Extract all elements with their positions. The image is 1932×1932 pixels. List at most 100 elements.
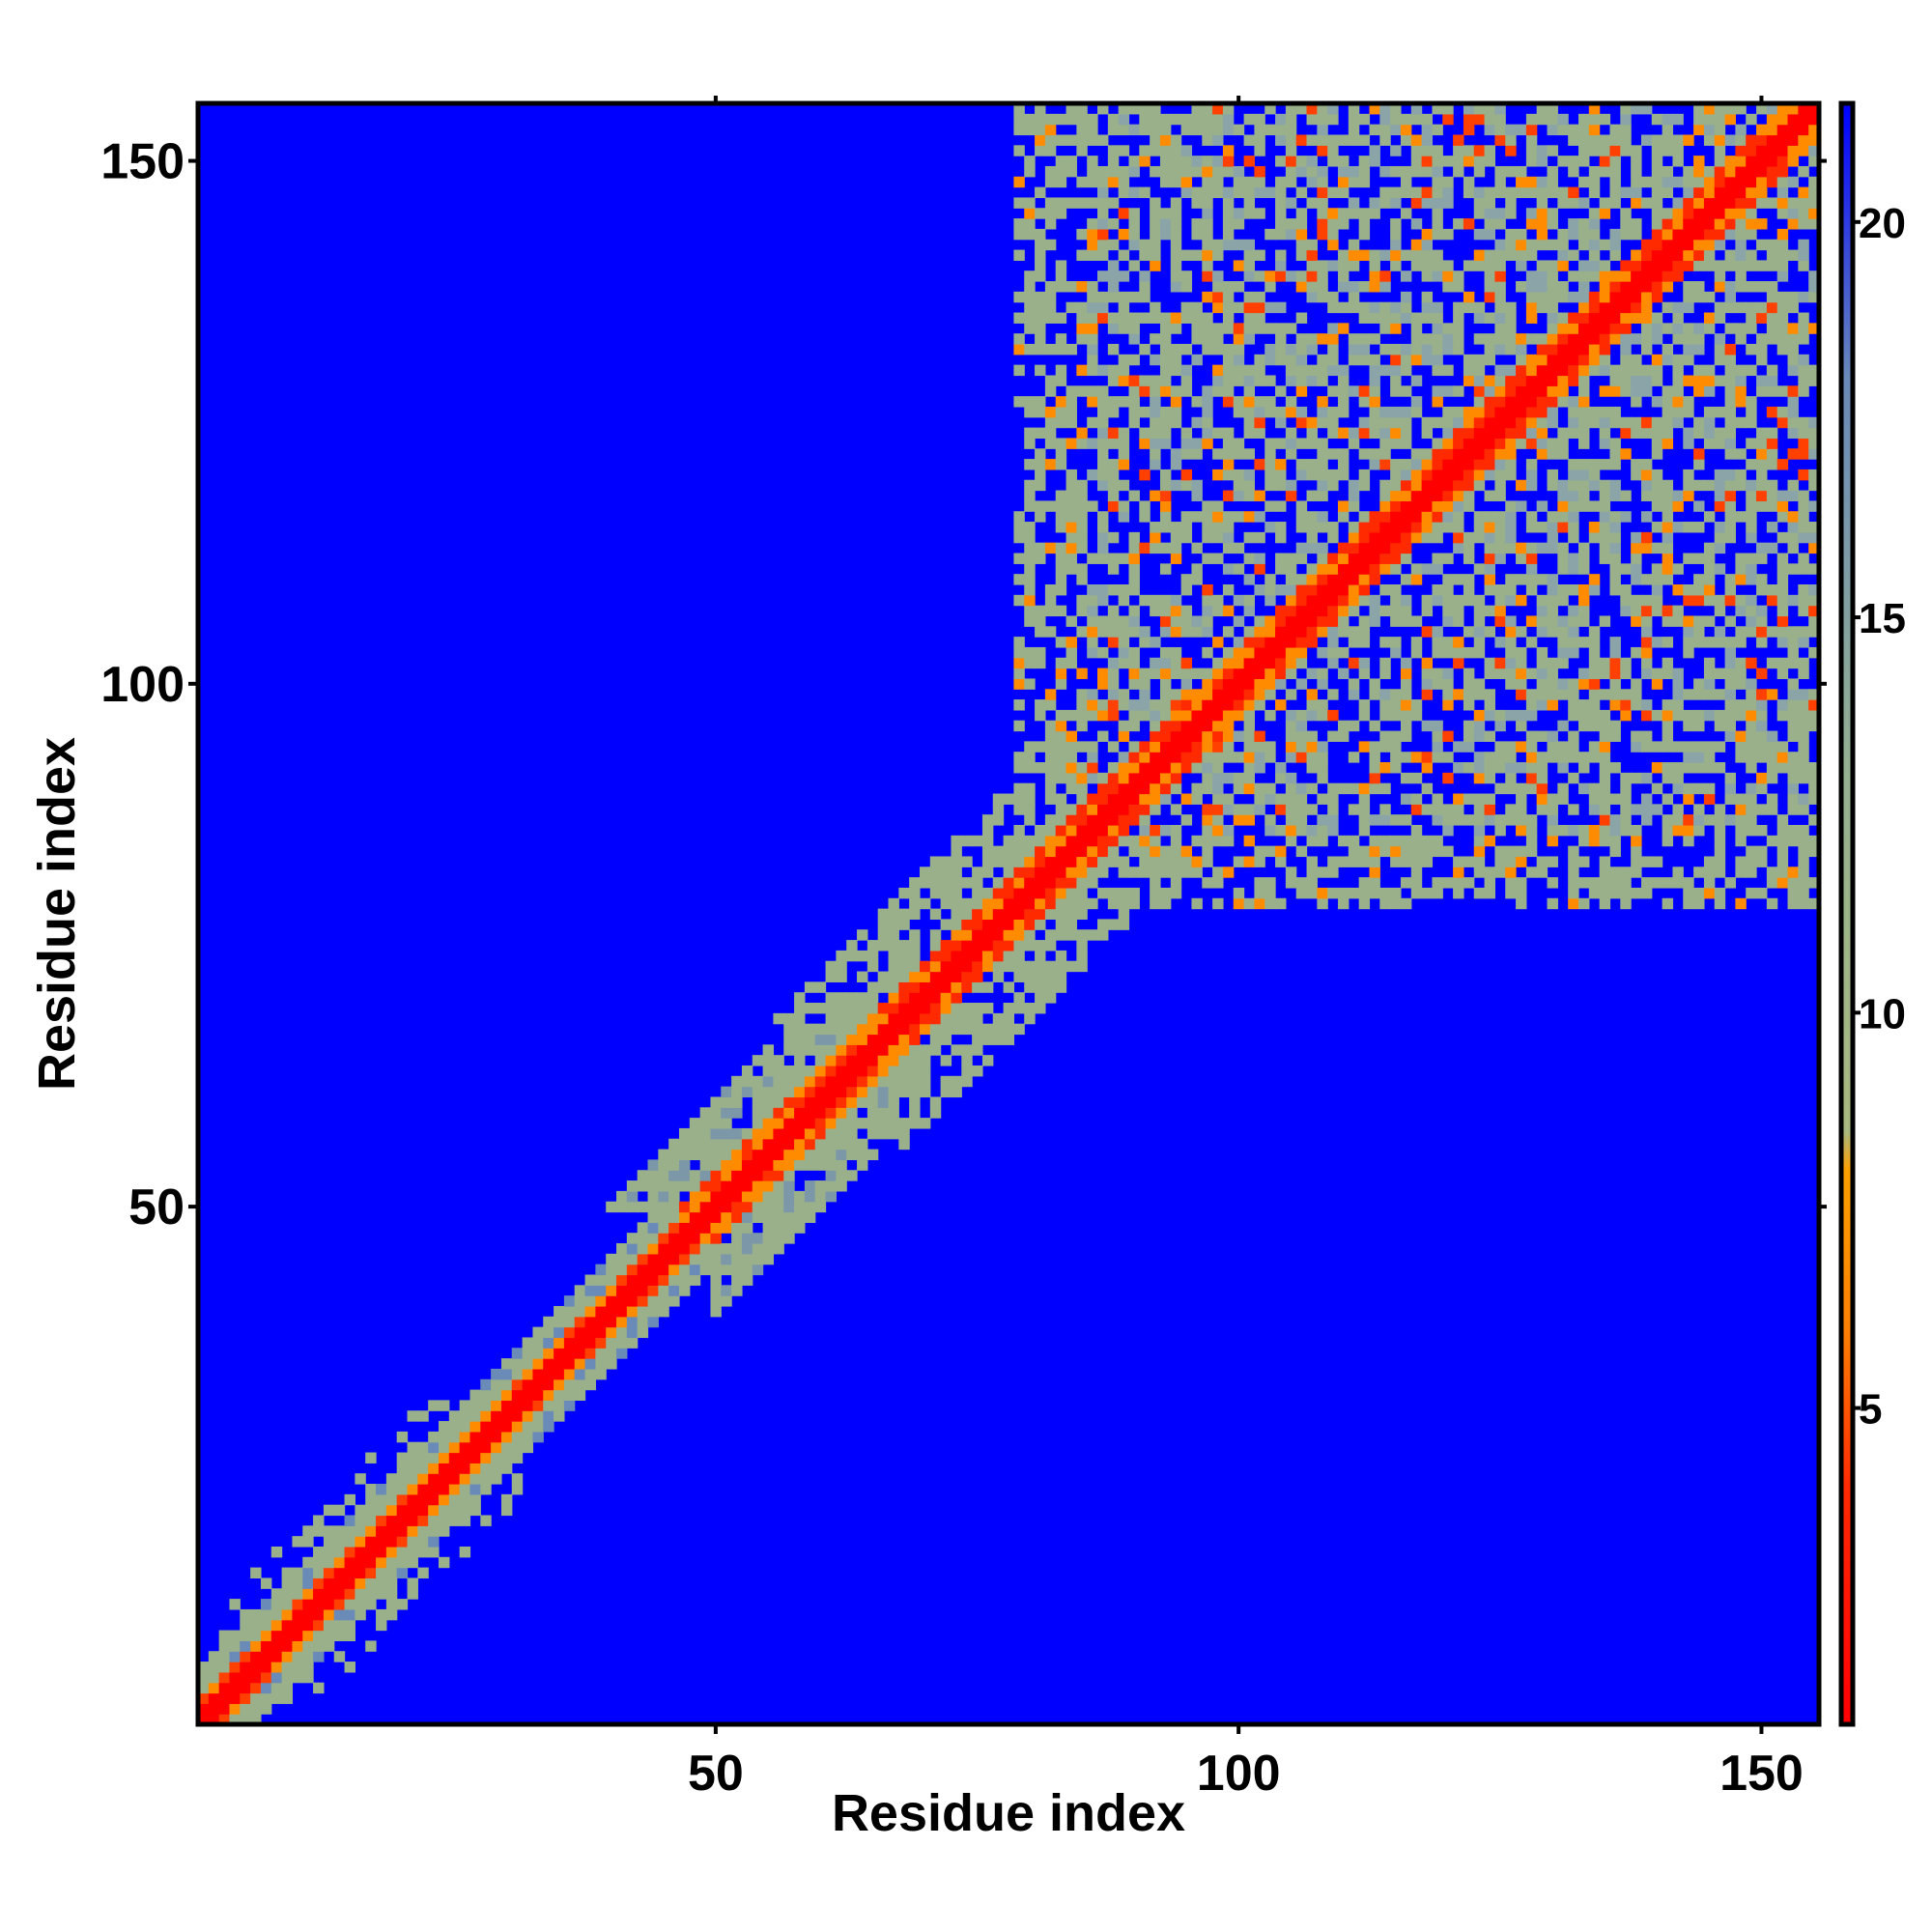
heatmap-cell	[783, 1170, 795, 1181]
heatmap-cell	[1264, 814, 1276, 826]
heatmap-cell	[1222, 699, 1235, 711]
heatmap-cell	[1264, 448, 1276, 460]
heatmap-cell	[1139, 312, 1151, 324]
heatmap-cell	[1285, 835, 1297, 847]
heatmap-cell	[1013, 835, 1025, 847]
heatmap-cell	[1410, 835, 1423, 847]
heatmap-cell	[1484, 459, 1495, 470]
heatmap-cell	[1076, 605, 1088, 617]
heatmap-cell	[1076, 741, 1088, 753]
heatmap-cell	[1107, 459, 1120, 470]
heatmap-cell	[1453, 479, 1464, 492]
heatmap-cell	[1547, 531, 1558, 544]
heatmap-cell	[1390, 312, 1402, 324]
heatmap-cell	[333, 1504, 346, 1517]
heatmap-cell	[1651, 218, 1663, 230]
heatmap-cell	[1170, 824, 1182, 837]
heatmap-cell	[1212, 689, 1224, 700]
heatmap-cell	[1358, 396, 1371, 408]
heatmap-cell	[1693, 333, 1705, 345]
heatmap-cell	[616, 1348, 628, 1359]
heatmap-cell	[1787, 364, 1799, 377]
heatmap-cell	[1463, 124, 1475, 136]
heatmap-cell	[804, 1180, 816, 1192]
heatmap-cell	[407, 1484, 418, 1495]
heatmap-cell	[1599, 531, 1611, 544]
heatmap-cell	[1087, 835, 1098, 847]
heatmap-cell	[836, 1065, 847, 1077]
heatmap-cell	[647, 1211, 659, 1223]
heatmap-cell	[1191, 197, 1203, 209]
heatmap-cell	[888, 1107, 899, 1119]
heatmap-cell	[1693, 218, 1705, 230]
heatmap-cell	[1432, 522, 1443, 533]
heatmap-cell	[250, 1630, 262, 1641]
heatmap-cell	[1159, 364, 1172, 377]
heatmap-cell	[1013, 960, 1025, 973]
heatmap-cell	[1494, 479, 1506, 492]
heatmap-cell	[1170, 845, 1182, 858]
heatmap-cell	[1620, 113, 1632, 126]
heatmap-cell	[532, 1337, 544, 1349]
heatmap-cell	[1003, 897, 1015, 910]
heatmap-cell	[1170, 657, 1182, 669]
heatmap-cell	[1264, 637, 1276, 648]
heatmap-cell	[1285, 782, 1297, 795]
heatmap-cell	[710, 1107, 722, 1119]
heatmap-cell	[1275, 583, 1287, 596]
heatmap-cell	[626, 1264, 639, 1276]
heatmap-cell	[1578, 605, 1590, 617]
heatmap-cell	[563, 1358, 576, 1370]
heatmap-cell	[1442, 176, 1454, 188]
heatmap-cell	[814, 1086, 827, 1098]
heatmap-cell	[1285, 741, 1297, 753]
heatmap-cell	[721, 1180, 732, 1192]
heatmap-cell	[1180, 186, 1193, 199]
heatmap-cell	[877, 981, 890, 993]
heatmap-cell	[1640, 511, 1653, 523]
heatmap-cell	[1442, 594, 1454, 607]
heatmap-cell	[1222, 186, 1235, 199]
heatmap-cell	[1776, 103, 1789, 115]
heatmap-cell	[1254, 762, 1265, 774]
heatmap-cell	[898, 1065, 910, 1077]
heatmap-cell	[1651, 165, 1663, 178]
heatmap-cell	[804, 1023, 816, 1036]
heatmap-cell	[1306, 427, 1318, 440]
heatmap-cell	[857, 1138, 868, 1151]
heatmap-cell	[1640, 281, 1653, 293]
heatmap-cell	[1410, 186, 1423, 199]
heatmap-cell	[1714, 260, 1726, 271]
heatmap-cell	[491, 1410, 502, 1422]
heatmap-cell	[1285, 720, 1297, 732]
heatmap-cell	[1557, 752, 1569, 763]
heatmap-cell	[1358, 553, 1371, 564]
heatmap-cell	[1358, 877, 1371, 889]
heatmap-cell	[1662, 772, 1674, 784]
heatmap-cell	[1714, 762, 1726, 774]
heatmap-cell	[1264, 657, 1276, 669]
heatmap-cell	[1735, 752, 1747, 763]
heatmap-cell	[741, 1233, 753, 1244]
heatmap-cell	[1044, 741, 1057, 753]
heatmap-cell	[1254, 752, 1265, 763]
heatmap-cell	[867, 1086, 879, 1098]
heatmap-cell	[1275, 343, 1287, 355]
heatmap-cell	[1118, 762, 1130, 774]
heatmap-cell	[1536, 416, 1548, 429]
heatmap-cell	[1076, 542, 1088, 554]
heatmap-cell	[1703, 103, 1716, 115]
heatmap-cell	[1233, 165, 1245, 178]
heatmap-cell	[1766, 323, 1778, 334]
heatmap-cell	[1536, 626, 1548, 638]
heatmap-cell	[1003, 919, 1015, 930]
heatmap-cell	[1473, 626, 1486, 638]
heatmap-cell	[1588, 522, 1601, 533]
heatmap-cell	[459, 1473, 471, 1485]
heatmap-cell	[1107, 814, 1120, 826]
heatmap-cell	[1295, 469, 1308, 481]
heatmap-cell	[1222, 281, 1235, 293]
heatmap-cell	[1306, 594, 1318, 607]
heatmap-cell	[1222, 124, 1235, 136]
heatmap-cell	[1484, 772, 1495, 784]
